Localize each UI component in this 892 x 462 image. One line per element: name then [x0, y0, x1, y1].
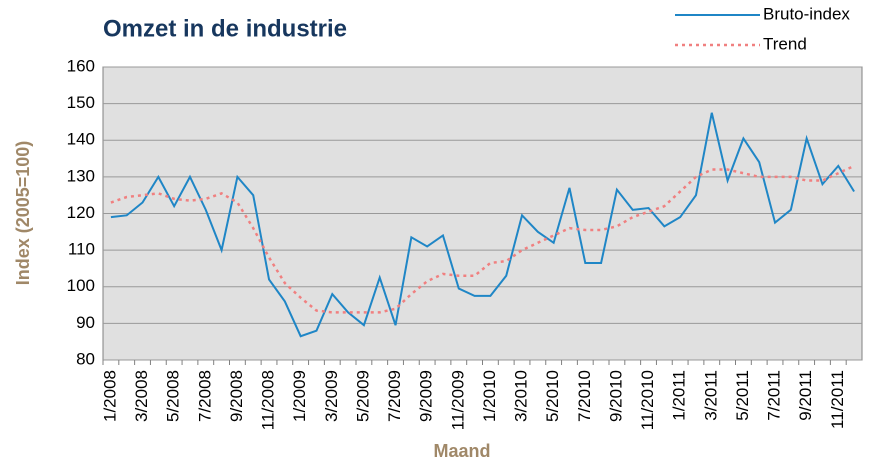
y-tick-label: 80	[76, 349, 95, 368]
y-axis-title: Index (2005=100)	[13, 141, 33, 286]
x-tick-label: 9/2008	[227, 370, 246, 422]
x-tick-label: 7/2009	[385, 370, 404, 422]
legend-label: Trend	[763, 34, 807, 53]
x-tick-label: 3/2008	[132, 370, 151, 422]
x-tick-label: 1/2011	[670, 370, 689, 421]
x-tick-label: 5/2009	[353, 370, 372, 422]
y-tick-label: 90	[76, 313, 95, 332]
y-tick-label: 110	[68, 240, 95, 259]
x-axis-title: Maand	[433, 441, 490, 461]
x-tick-label: 11/2009	[448, 370, 467, 430]
legend-label: Bruto-index	[763, 4, 850, 23]
y-tick-label: 150	[67, 93, 95, 112]
x-tick-label: 11/2008	[259, 370, 278, 430]
x-tick-label: 1/2010	[480, 370, 499, 422]
x-tick-label: 1/2008	[100, 370, 119, 422]
y-tick-label: 100	[67, 276, 95, 295]
x-tick-label: 5/2010	[543, 370, 562, 422]
x-tick-label: 1/2009	[290, 370, 309, 422]
x-tick-label: 7/2008	[195, 370, 214, 422]
x-tick-label: 5/2008	[164, 370, 183, 422]
y-tick-label: 120	[67, 203, 95, 222]
series-line	[110, 112, 855, 338]
x-tick-label: 9/2011	[796, 370, 815, 421]
x-tick-label: 5/2011	[733, 370, 752, 421]
x-tick-label: 9/2010	[606, 370, 625, 422]
x-tick-label: 7/2011	[765, 370, 784, 421]
x-tick-label: 3/2011	[701, 370, 720, 421]
chart-title: Omzet in de industrie	[103, 15, 347, 42]
x-tick-label: 11/2011	[828, 370, 847, 429]
series-line	[110, 164, 855, 314]
x-tick-label: 9/2009	[417, 370, 436, 422]
y-tick-label: 160	[67, 56, 95, 75]
x-tick-label: 3/2009	[322, 370, 341, 422]
x-tick-label: 11/2010	[638, 370, 657, 430]
y-tick-label: 130	[67, 166, 95, 185]
x-tick-label: 3/2010	[512, 370, 531, 422]
x-tick-label: 7/2010	[575, 370, 594, 422]
y-tick-label: 140	[67, 130, 95, 149]
